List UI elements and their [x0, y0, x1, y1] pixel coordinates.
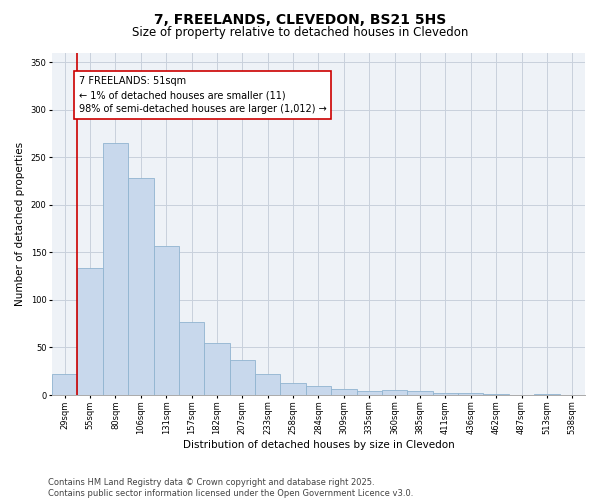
X-axis label: Distribution of detached houses by size in Clevedon: Distribution of detached houses by size …: [182, 440, 454, 450]
Text: 7, FREELANDS, CLEVEDON, BS21 5HS: 7, FREELANDS, CLEVEDON, BS21 5HS: [154, 12, 446, 26]
Bar: [356, 391, 382, 395]
Bar: [280, 382, 306, 395]
Bar: [77, 268, 103, 395]
Bar: [128, 178, 154, 395]
Bar: [306, 386, 331, 395]
Bar: [179, 322, 204, 395]
Bar: [204, 342, 230, 395]
Bar: [154, 246, 179, 395]
Bar: [458, 393, 484, 395]
Bar: [433, 393, 458, 395]
Bar: [52, 374, 77, 395]
Bar: [331, 390, 356, 395]
Bar: [534, 394, 560, 395]
Text: Size of property relative to detached houses in Clevedon: Size of property relative to detached ho…: [132, 26, 468, 39]
Bar: [103, 143, 128, 395]
Y-axis label: Number of detached properties: Number of detached properties: [15, 142, 25, 306]
Text: 7 FREELANDS: 51sqm
← 1% of detached houses are smaller (11)
98% of semi-detached: 7 FREELANDS: 51sqm ← 1% of detached hous…: [79, 76, 326, 114]
Bar: [255, 374, 280, 395]
Bar: [484, 394, 509, 395]
Text: Contains HM Land Registry data © Crown copyright and database right 2025.
Contai: Contains HM Land Registry data © Crown c…: [48, 478, 413, 498]
Bar: [230, 360, 255, 395]
Bar: [382, 390, 407, 395]
Bar: [407, 391, 433, 395]
